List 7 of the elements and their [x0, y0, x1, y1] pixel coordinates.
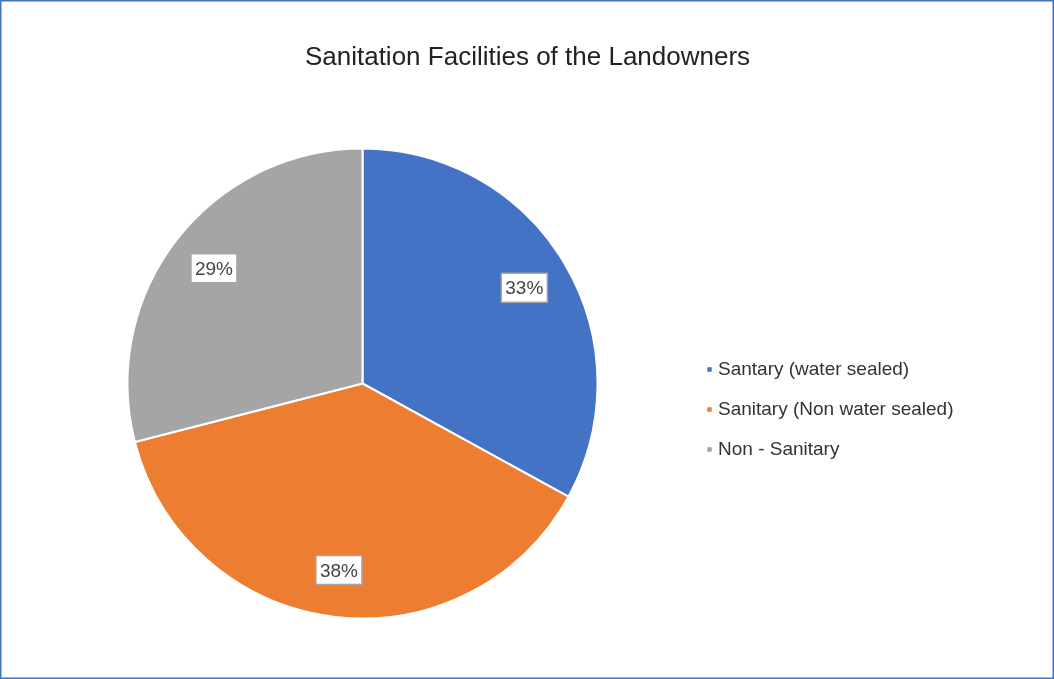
data-label: 29%: [194, 257, 234, 279]
legend-label: Santary (water sealed): [718, 358, 910, 380]
legend-label: Sanitary (Non water sealed): [718, 398, 954, 420]
data-label: 33%: [505, 277, 544, 299]
legend-label: Non - Sanitary: [718, 438, 840, 460]
chart-title: Sanitation Facilities of the Landowners: [304, 40, 751, 71]
data-label: 38%: [319, 559, 359, 581]
